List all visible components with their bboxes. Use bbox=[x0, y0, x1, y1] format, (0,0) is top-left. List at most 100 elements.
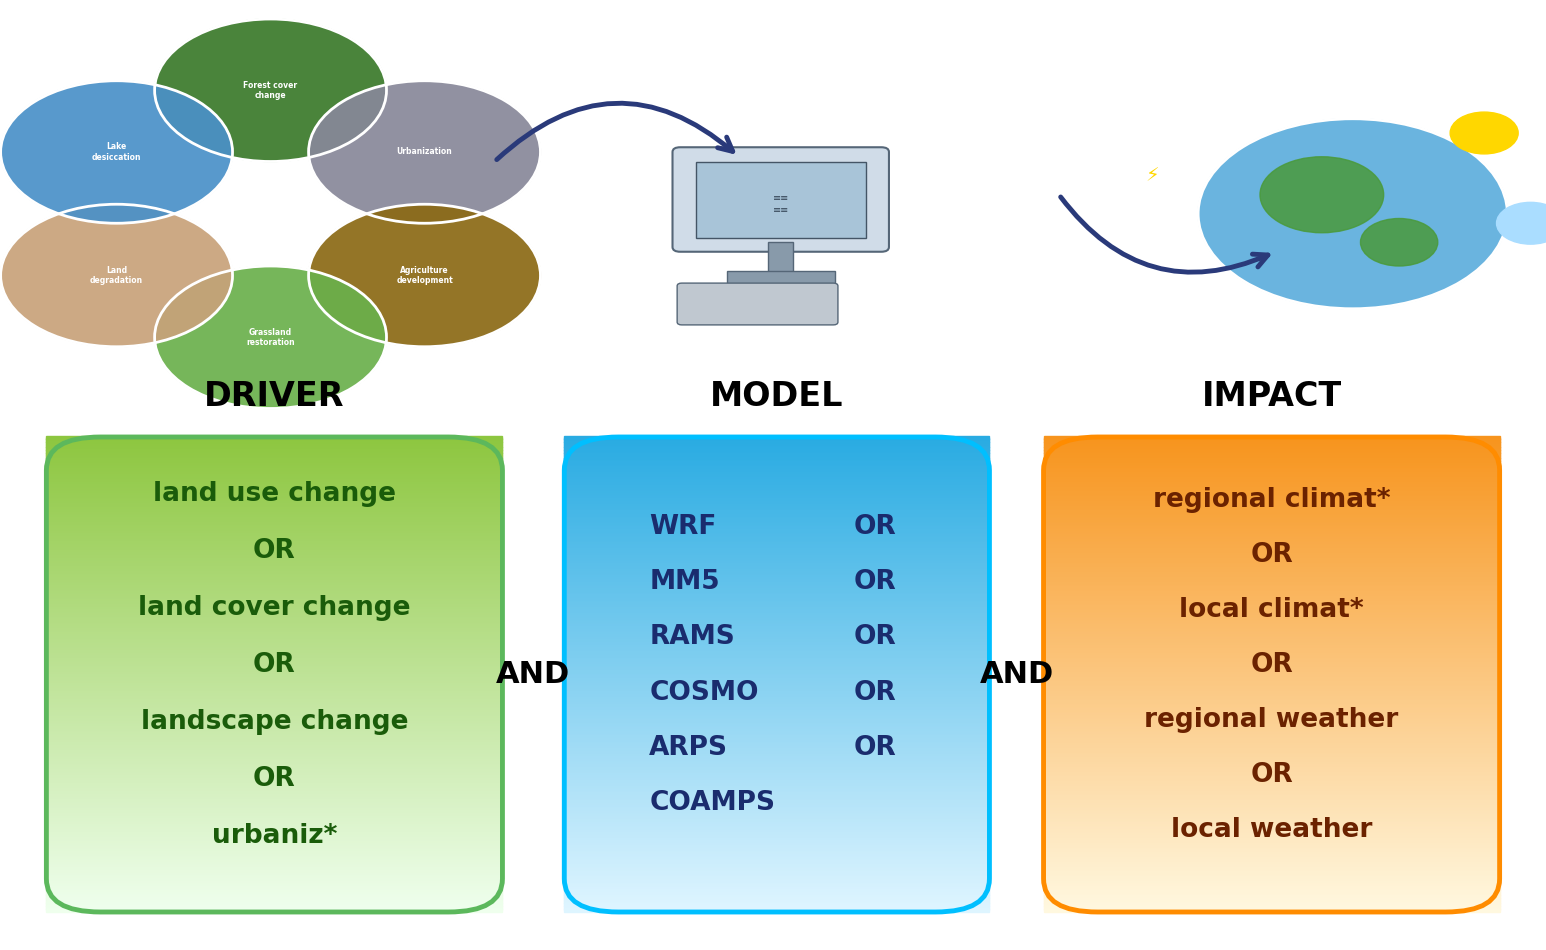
Bar bbox=[768, 242, 793, 276]
Bar bbox=[46, 897, 502, 900]
Bar bbox=[1044, 776, 1500, 779]
Bar bbox=[564, 650, 989, 653]
Bar bbox=[564, 699, 989, 701]
Bar bbox=[1044, 780, 1500, 782]
Bar bbox=[1044, 588, 1500, 591]
Bar bbox=[46, 617, 502, 619]
Bar bbox=[46, 846, 502, 848]
Bar bbox=[1044, 450, 1500, 453]
Bar bbox=[1044, 474, 1500, 477]
Bar bbox=[46, 528, 502, 530]
Bar bbox=[564, 628, 989, 630]
Bar bbox=[1044, 895, 1500, 898]
Bar bbox=[46, 718, 502, 720]
Bar bbox=[46, 691, 502, 694]
Bar bbox=[564, 586, 989, 589]
Bar bbox=[564, 512, 989, 515]
Bar bbox=[1044, 866, 1500, 869]
Bar bbox=[1044, 657, 1500, 660]
Bar bbox=[564, 580, 989, 582]
Bar bbox=[564, 472, 989, 475]
Bar bbox=[564, 604, 989, 606]
Bar bbox=[564, 843, 989, 846]
Bar bbox=[46, 832, 502, 834]
Bar bbox=[46, 809, 502, 812]
Bar bbox=[564, 724, 989, 727]
Bar bbox=[564, 866, 989, 869]
Bar bbox=[564, 900, 989, 902]
Bar bbox=[46, 878, 502, 881]
Bar bbox=[1044, 634, 1500, 637]
Bar bbox=[564, 797, 989, 800]
Bar bbox=[564, 904, 989, 907]
Bar bbox=[46, 904, 502, 907]
Bar bbox=[46, 856, 502, 858]
Bar bbox=[1044, 599, 1500, 601]
Bar bbox=[1044, 524, 1500, 527]
Bar bbox=[564, 856, 989, 858]
Bar bbox=[564, 439, 989, 442]
Bar bbox=[46, 569, 502, 572]
Text: OR: OR bbox=[1251, 762, 1292, 788]
Bar bbox=[46, 709, 502, 711]
Bar bbox=[564, 656, 989, 658]
Bar bbox=[564, 590, 989, 592]
Bar bbox=[564, 790, 989, 793]
Bar bbox=[1044, 900, 1500, 902]
Bar bbox=[46, 742, 502, 744]
Bar bbox=[564, 484, 989, 486]
Bar bbox=[1044, 709, 1500, 711]
Text: OR: OR bbox=[254, 766, 295, 792]
Bar bbox=[1044, 732, 1500, 734]
Bar bbox=[46, 490, 502, 492]
Bar bbox=[46, 571, 502, 573]
Bar bbox=[1044, 859, 1500, 862]
Bar bbox=[564, 881, 989, 884]
Bar bbox=[564, 721, 989, 724]
Bar bbox=[564, 729, 989, 732]
Bar bbox=[46, 605, 502, 608]
Bar bbox=[564, 626, 989, 629]
Bar bbox=[1044, 482, 1500, 485]
Bar bbox=[564, 488, 989, 491]
Bar bbox=[46, 778, 502, 781]
Bar bbox=[46, 531, 502, 534]
Bar bbox=[1044, 783, 1500, 786]
Bar bbox=[46, 642, 502, 644]
Bar bbox=[1044, 548, 1500, 551]
Bar bbox=[564, 714, 989, 717]
Bar bbox=[1044, 685, 1500, 687]
Bar bbox=[46, 656, 502, 658]
Bar bbox=[1044, 460, 1500, 463]
Bar bbox=[1044, 447, 1500, 449]
Bar bbox=[46, 604, 502, 606]
Bar bbox=[46, 504, 502, 506]
Bar bbox=[46, 757, 502, 760]
Bar bbox=[1044, 610, 1500, 613]
Bar bbox=[46, 731, 502, 733]
Bar bbox=[1044, 799, 1500, 801]
Bar bbox=[1044, 851, 1500, 853]
Bar bbox=[46, 833, 502, 836]
Bar bbox=[46, 586, 502, 589]
Bar bbox=[46, 491, 502, 494]
Bar bbox=[1044, 507, 1500, 510]
Bar bbox=[1044, 827, 1500, 829]
Bar bbox=[564, 909, 989, 912]
Bar bbox=[1044, 748, 1500, 750]
Circle shape bbox=[309, 81, 541, 223]
Bar bbox=[46, 883, 502, 885]
Bar bbox=[46, 593, 502, 596]
Bar bbox=[46, 629, 502, 632]
Bar bbox=[46, 496, 502, 499]
Bar bbox=[1044, 729, 1500, 732]
Bar bbox=[1044, 778, 1500, 781]
Bar bbox=[46, 453, 502, 456]
Bar bbox=[1044, 899, 1500, 901]
Bar bbox=[46, 835, 502, 838]
Bar bbox=[564, 773, 989, 776]
Circle shape bbox=[1198, 119, 1507, 309]
Bar bbox=[564, 674, 989, 676]
Bar bbox=[564, 864, 989, 866]
Bar bbox=[564, 865, 989, 867]
